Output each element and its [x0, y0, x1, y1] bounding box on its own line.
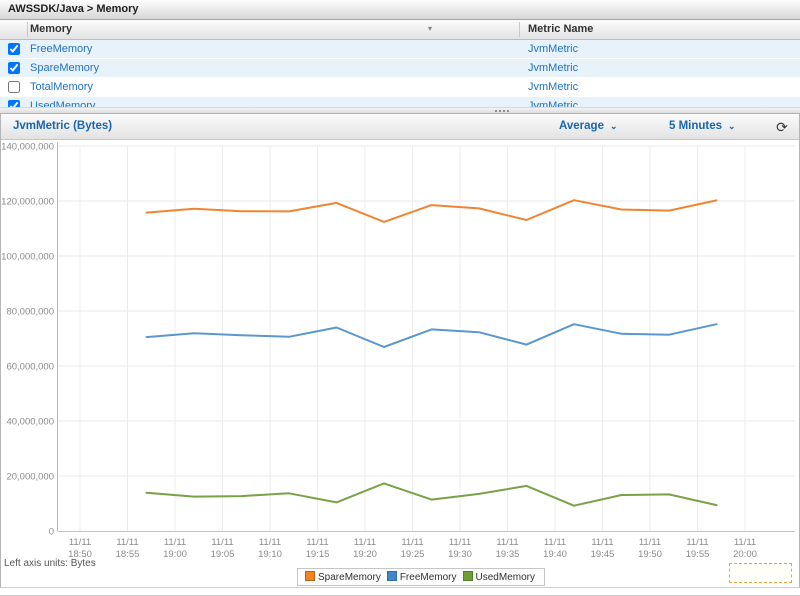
table-row[interactable]: UsedMemory JvmMetric — [0, 97, 800, 107]
svg-text:19:05: 19:05 — [211, 549, 235, 560]
metric-link[interactable]: TotalMemory — [30, 81, 93, 93]
table-row[interactable]: TotalMemory JvmMetric — [0, 78, 800, 97]
legend-item: SpareMemory — [305, 571, 381, 583]
svg-text:18:50: 18:50 — [68, 549, 92, 560]
metric-name-link[interactable]: JvmMetric — [528, 81, 579, 93]
splitter-grip-icon — [495, 110, 511, 112]
svg-text:20,000,000: 20,000,000 — [6, 472, 54, 483]
svg-text:11/11: 11/11 — [69, 537, 91, 548]
period-dropdown[interactable]: 5 Minutes ⌄ — [669, 120, 736, 132]
refresh-icon[interactable]: ⟳ — [776, 119, 788, 135]
metric-link[interactable]: UsedMemory — [30, 100, 96, 107]
svg-text:11/11: 11/11 — [449, 537, 471, 548]
row-checkbox[interactable] — [8, 43, 20, 55]
svg-text:19:20: 19:20 — [353, 549, 377, 560]
chart-title: JvmMetric (Bytes) — [13, 120, 113, 132]
svg-text:11/11: 11/11 — [354, 537, 376, 548]
column-header-metric-name[interactable]: Metric Name — [528, 23, 594, 35]
metric-line-chart[interactable]: 140,000,000 120,000,000 100,000,000 80,000,… — [0, 140, 800, 560]
svg-text:120,000,000: 120,000,000 — [1, 197, 54, 208]
svg-text:11/11: 11/11 — [639, 537, 661, 548]
metric-name-link[interactable]: JvmMetric — [528, 100, 579, 107]
page-title: AWSSDK/Java > Memory — [8, 3, 139, 15]
svg-text:19:50: 19:50 — [638, 549, 662, 560]
svg-text:19:25: 19:25 — [401, 549, 425, 560]
svg-text:19:55: 19:55 — [686, 549, 710, 560]
left-axis-units-label: Left axis units: Bytes — [4, 558, 96, 569]
svg-text:19:00: 19:00 — [163, 549, 187, 560]
freememory-swatch-icon — [386, 571, 397, 581]
row-checkbox[interactable] — [8, 81, 20, 93]
svg-text:20:00: 20:00 — [733, 549, 757, 560]
legend-item: UsedMemory — [462, 571, 535, 583]
svg-text:11/11: 11/11 — [211, 537, 233, 548]
svg-text:40,000,000: 40,000,000 — [6, 417, 54, 428]
column-header-memory[interactable]: Memory — [30, 23, 73, 35]
svg-text:11/11: 11/11 — [164, 537, 186, 548]
table-row[interactable]: FreeMemory JvmMetric — [0, 40, 800, 59]
chevron-down-icon: ⌄ — [728, 121, 736, 131]
svg-text:140,000,000: 140,000,000 — [1, 142, 54, 153]
svg-text:19:35: 19:35 — [496, 549, 520, 560]
metric-link[interactable]: FreeMemory — [30, 43, 93, 55]
statistic-dropdown[interactable]: Average ⌄ — [559, 120, 618, 132]
metric-table: FreeMemory JvmMetric SpareMemory JvmMetr… — [0, 40, 800, 107]
svg-text:11/11: 11/11 — [401, 537, 423, 548]
svg-text:11/11: 11/11 — [259, 537, 281, 548]
metric-name-link[interactable]: JvmMetric — [528, 43, 579, 55]
chart-header: JvmMetric (Bytes) Average ⌄ 5 Minutes ⌄ ⟳ — [1, 114, 799, 140]
svg-text:60,000,000: 60,000,000 — [6, 362, 54, 373]
metric-name-link[interactable]: JvmMetric — [528, 62, 579, 74]
table-chart-splitter[interactable] — [0, 107, 800, 114]
svg-text:100,000,000: 100,000,000 — [1, 252, 54, 263]
usedmemory-swatch-icon — [462, 571, 473, 581]
chart-legend: SpareMemory FreeMemory UsedMemory — [297, 568, 545, 586]
sparememory-swatch-icon — [305, 571, 316, 581]
legend-item: FreeMemory — [386, 571, 457, 583]
svg-text:11/11: 11/11 — [734, 537, 756, 548]
svg-text:19:10: 19:10 — [258, 549, 282, 560]
svg-text:19:15: 19:15 — [306, 549, 330, 560]
svg-text:80,000,000: 80,000,000 — [6, 307, 54, 318]
sort-arrow-icon[interactable]: ▾ — [428, 24, 433, 33]
svg-text:19:30: 19:30 — [448, 549, 472, 560]
chart-panel: JvmMetric (Bytes) Average ⌄ 5 Minutes ⌄ ⟳ — [0, 114, 800, 588]
column-divider — [519, 22, 520, 37]
svg-text:0: 0 — [49, 527, 54, 538]
drop-target-placeholder — [729, 563, 792, 583]
column-divider — [27, 22, 28, 37]
chevron-down-icon: ⌄ — [609, 121, 618, 131]
svg-text:11/11: 11/11 — [496, 537, 518, 548]
svg-text:19:40: 19:40 — [543, 549, 567, 560]
svg-text:19:45: 19:45 — [591, 549, 615, 560]
table-row[interactable]: SpareMemory JvmMetric — [0, 59, 800, 78]
metric-link[interactable]: SpareMemory — [30, 62, 100, 74]
breadcrumb: AWSSDK/Java > Memory — [0, 0, 800, 20]
table-header: Memory ▾ Metric Name — [0, 20, 800, 40]
row-checkbox[interactable] — [8, 62, 20, 74]
svg-text:11/11: 11/11 — [306, 537, 328, 548]
svg-text:11/11: 11/11 — [591, 537, 613, 548]
svg-text:11/11: 11/11 — [686, 537, 708, 548]
svg-text:18:55: 18:55 — [116, 549, 140, 560]
svg-text:11/11: 11/11 — [116, 537, 138, 548]
svg-text:11/11: 11/11 — [544, 537, 566, 548]
row-checkbox[interactable] — [8, 100, 20, 107]
